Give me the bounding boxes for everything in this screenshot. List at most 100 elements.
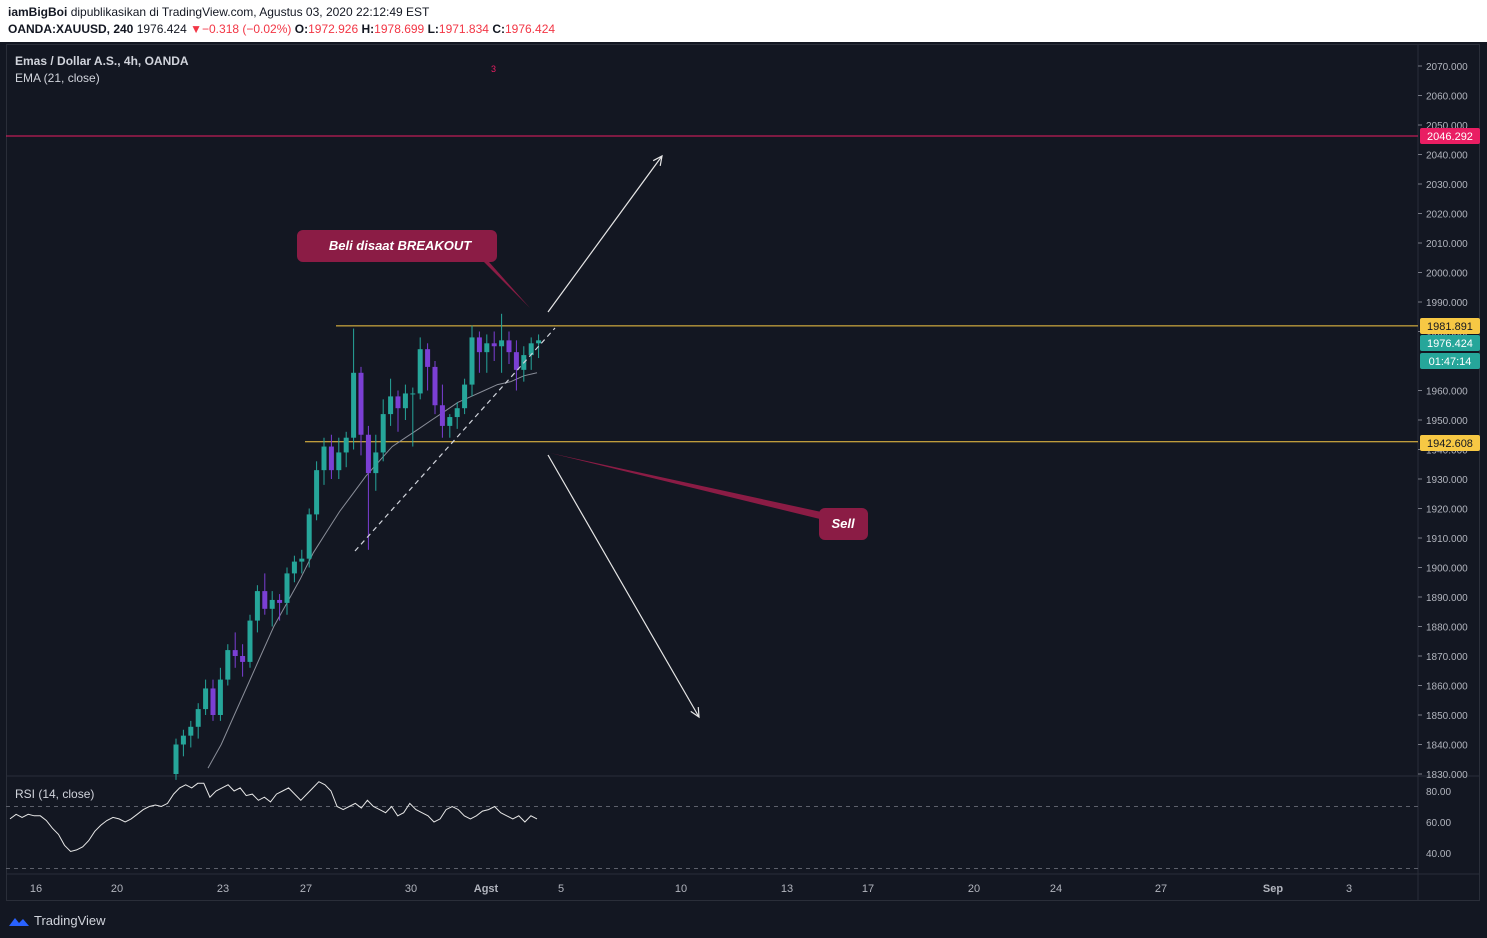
candle-body	[277, 599, 283, 603]
candle-body	[462, 384, 468, 409]
candle-body	[180, 735, 186, 745]
price-tick-label: 2000.000	[1426, 269, 1468, 280]
price-tick-label: 1990.000	[1426, 298, 1468, 309]
time-tick-label: Agst	[474, 883, 499, 895]
candle-body	[195, 709, 201, 727]
rsi-tick-label: 40.00	[1426, 849, 1451, 860]
buy-callout-bubble[interactable]	[297, 230, 530, 308]
rsi-tick-label: 80.00	[1426, 787, 1451, 798]
time-tick-label: 5	[558, 883, 564, 895]
candle-body	[491, 343, 497, 347]
time-tick-label: 24	[1050, 883, 1062, 895]
candles	[173, 313, 542, 780]
rsi-pane: 80.00 60.00 40.00	[6, 781, 1451, 869]
tradingview-logo[interactable]: TradingView	[8, 913, 106, 928]
red-level-tag-bg	[1420, 128, 1480, 144]
open-value: 1972.926	[308, 22, 359, 36]
price-tick-label: 1870.000	[1426, 652, 1468, 663]
chart-legend: Emas / Dollar A.S., 4h, OANDA EMA (21, c…	[15, 53, 189, 87]
candle-body	[240, 656, 246, 662]
candle-body	[203, 688, 209, 710]
down-arrow	[547, 454, 700, 718]
sell-callout-pointer	[550, 453, 826, 520]
candle-body	[247, 620, 253, 662]
close-label: C:	[492, 22, 505, 36]
candle-body	[447, 417, 453, 426]
publish-line: iamBigBoi dipublikasikan di TradingView.…	[8, 5, 429, 19]
time-tick-label: Sep	[1263, 883, 1283, 895]
candle-body	[499, 340, 505, 347]
author-name[interactable]: iamBigBoi	[8, 5, 68, 19]
ohlc-line: OANDA:XAUUSD, 240 1976.424 ▼−0.318 (−0.0…	[8, 22, 555, 36]
candle-body	[417, 349, 423, 394]
candle-body	[284, 573, 290, 603]
current-price-tag-bg	[1420, 335, 1480, 351]
high-label: H:	[361, 22, 375, 36]
price-tick-label: 2020.000	[1426, 210, 1468, 221]
header-bar: iamBigBoi dipublikasikan di TradingView.…	[0, 0, 1487, 42]
down-arrow-icon: ▼	[190, 22, 202, 36]
candle-body	[402, 393, 408, 409]
price-tick-label: 2070.000	[1426, 62, 1468, 73]
legend-marker: 3	[491, 64, 496, 74]
up-arrow-head	[652, 154, 663, 166]
resistance-tag-bg	[1420, 318, 1480, 334]
candle-body	[328, 446, 334, 471]
candle-body	[513, 352, 519, 370]
rsi-tick-label: 60.00	[1426, 818, 1451, 829]
price-axis[interactable]: 2070.000 2060.000 2050.000 2040.000 2030.000…	[1418, 62, 1468, 781]
candle-body	[395, 396, 401, 409]
price-tick-label: 2010.000	[1426, 239, 1468, 250]
price-tick-label: 1910.000	[1426, 534, 1468, 545]
price-tick-label: 1950.000	[1426, 416, 1468, 427]
rsi-label[interactable]: RSI (14, close)	[15, 787, 95, 801]
time-tick-label: 23	[217, 883, 229, 895]
candle-body	[432, 366, 438, 406]
footer: TradingView	[0, 903, 1487, 938]
time-tick-label: 13	[781, 883, 793, 895]
brand-name: TradingView	[34, 913, 106, 928]
low-value: 1971.834	[438, 22, 489, 36]
candle-body	[358, 372, 364, 435]
time-tick-label: 16	[30, 883, 42, 895]
candle-body	[188, 726, 194, 736]
low-label: L:	[427, 22, 439, 36]
candle-body	[262, 591, 268, 609]
candle-body	[528, 343, 534, 356]
time-axis[interactable]: 16 20 23 27 30 Agst 5 10 13 17 20 24 27 Sep 3	[30, 883, 1352, 895]
support-tag-bg	[1420, 435, 1480, 451]
legend-ema[interactable]: EMA (21, close)	[15, 71, 100, 85]
time-tick-label: 27	[300, 883, 312, 895]
candle-body	[388, 396, 394, 415]
candle-body	[232, 650, 238, 656]
horizontal-levels	[6, 135, 1418, 443]
symbol-label[interactable]: OANDA:XAUUSD, 240	[8, 22, 134, 36]
legend-title[interactable]: Emas / Dollar A.S., 4h, OANDA	[15, 54, 189, 68]
candle-body	[425, 349, 431, 367]
candle-body	[254, 591, 260, 621]
candle-body	[336, 452, 342, 471]
time-tick-label: 20	[968, 883, 980, 895]
candle-body	[454, 408, 460, 418]
candle-body	[321, 446, 327, 471]
publish-info: dipublikasikan di TradingView.com, Agust…	[70, 5, 430, 19]
price-tick-label: 1930.000	[1426, 475, 1468, 486]
price-tick-label: 2060.000	[1426, 92, 1468, 103]
candle-body	[373, 452, 379, 474]
candle-body	[439, 405, 445, 426]
sell-callout-bubble[interactable]	[819, 508, 868, 540]
candle-body	[343, 437, 349, 453]
candle-body	[410, 393, 416, 395]
down-arrow-head	[690, 706, 700, 719]
projection-arrows	[547, 154, 700, 719]
candle-body	[536, 340, 542, 344]
support-tag: 1942.608	[1427, 438, 1473, 450]
chart-frame[interactable]	[6, 44, 1480, 901]
rsi-line	[9, 781, 538, 853]
buy-callout-text: Beli disaat BREAKOUT	[329, 238, 472, 253]
candle-body	[269, 599, 275, 609]
price-tick-label: 2030.000	[1426, 180, 1468, 191]
price-tick-label: 1920.000	[1426, 505, 1468, 516]
price-tick-label: 2040.000	[1426, 151, 1468, 162]
